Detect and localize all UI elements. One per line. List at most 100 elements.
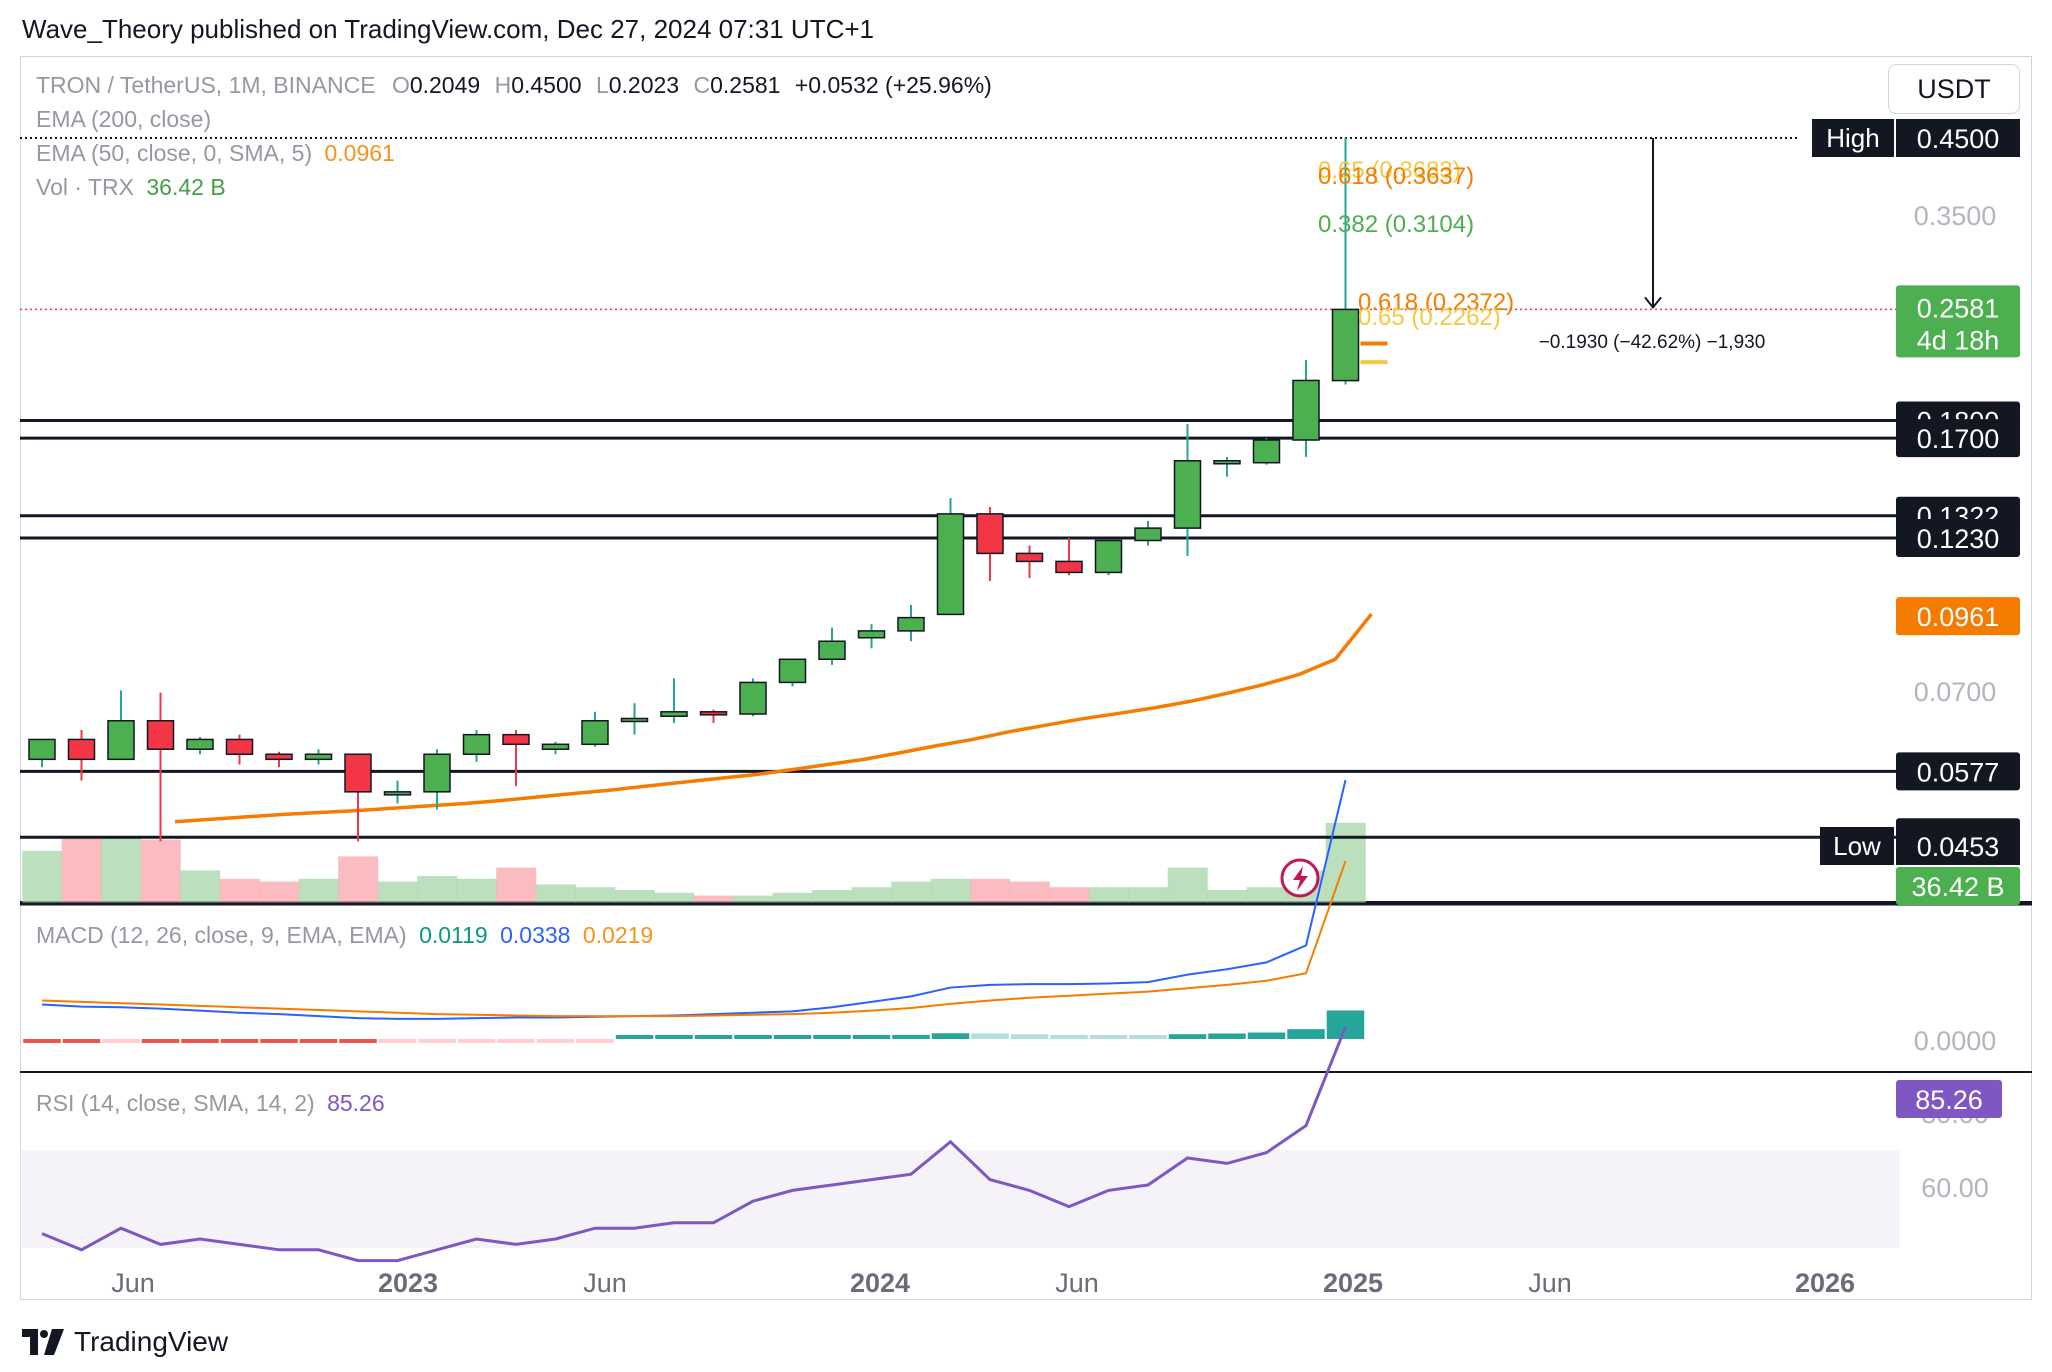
candle-body [383, 791, 412, 796]
volume-bar [930, 878, 971, 904]
fib-label: 0.618 (0.2372) [1358, 289, 1514, 316]
macd-signal-value: 0.0219 [582, 922, 654, 948]
macd-hist-bar [497, 1039, 535, 1043]
macd-legend[interactable]: MACD (12, 26, close, 9, EMA, EMA) 0.0119… [36, 922, 653, 949]
last-price-label: 0.2581 [1917, 293, 2000, 323]
open-label: O [391, 72, 410, 98]
rsi-tag-label: 85.26 [1915, 1085, 1983, 1115]
low-value-label: 0.0453 [1917, 832, 2000, 862]
low-value: 0.2023 [608, 72, 680, 98]
footer-brand[interactable]: TradingView [22, 1326, 228, 1358]
volume-bar [693, 895, 734, 904]
volume-bar [614, 890, 655, 904]
y-tick-label: 0.3500 [1914, 201, 1997, 231]
candle-body [936, 513, 965, 616]
candle-body [581, 719, 609, 746]
candle-body [1213, 460, 1241, 465]
y-tick-label: 0.0700 [1914, 677, 1997, 707]
macd-hist-bar [260, 1039, 298, 1043]
lightning-glyph-icon [1293, 866, 1308, 891]
low-label: L [595, 72, 609, 98]
volume-bar [1049, 887, 1090, 904]
x-tick-label: Jun [583, 1268, 627, 1298]
rsi-y-tick-label: 60.00 [1921, 1173, 1989, 1203]
x-tick-label: 2025 [1323, 1268, 1383, 1298]
volume-bar [891, 881, 932, 904]
change-value: +0.0532 (+25.96%) [794, 72, 992, 98]
level-tag [1896, 419, 2020, 458]
volume-bar [1009, 881, 1050, 904]
candle-body [778, 658, 807, 684]
candle-body [1331, 308, 1360, 382]
macd-signal-line [41, 860, 1347, 1018]
macd-hist-bar [181, 1039, 219, 1043]
macd-hist-bar [378, 1039, 417, 1043]
volume-bar [496, 867, 537, 904]
ema50-legend[interactable]: EMA (50, close, 0, SMA, 5) 0.0961 [36, 140, 395, 167]
macd-hist-bar [1129, 1035, 1167, 1039]
volume-legend[interactable]: Vol · TRX 36.42 B [36, 174, 226, 201]
volume-bar [535, 884, 576, 904]
macd-hist-bar [892, 1034, 930, 1039]
macd-hist-bar [773, 1035, 812, 1039]
low-tag-label: Low [1833, 831, 1881, 861]
volume-bar [851, 887, 892, 904]
candle-body [344, 753, 372, 793]
x-tick-label: 2026 [1795, 1268, 1855, 1298]
volume-bar [22, 850, 63, 904]
macd-hist-bar [1010, 1034, 1049, 1039]
footer-brand-text: TradingView [74, 1326, 229, 1357]
rsi-label: RSI (14, close, SMA, 14, 2) [36, 1090, 315, 1116]
candle-body [225, 738, 254, 755]
candle-body [304, 753, 333, 761]
macd-hist-bar [62, 1039, 101, 1043]
volume-bar [298, 878, 339, 904]
x-tick-label: Jun [111, 1268, 155, 1298]
measure-arrow-head [1644, 296, 1662, 310]
volume-bar [377, 881, 418, 904]
currency-button[interactable]: USDT [1888, 64, 2020, 114]
candle-body [620, 717, 649, 723]
high-tag [1812, 119, 1894, 157]
countdown-label: 4d 18h [1917, 325, 2000, 355]
open-value: 0.2049 [409, 72, 481, 98]
volume-tag-label: 36.42 B [1911, 872, 2004, 902]
candle-body [28, 738, 56, 761]
volume-bar [1128, 887, 1169, 904]
candle-body [462, 733, 491, 755]
macd-hist-bar [536, 1039, 575, 1043]
candle-body [818, 640, 846, 661]
high-tag-label: High [1826, 123, 1879, 153]
ema50-line [174, 612, 1373, 824]
macd-hist-bar [1208, 1033, 1246, 1039]
macd-hist-bar [576, 1039, 614, 1043]
volume-value: 36.42 B [146, 174, 226, 200]
close-value: 0.2581 [710, 72, 781, 98]
rsi-legend[interactable]: RSI (14, close, SMA, 14, 2) 85.26 [36, 1090, 385, 1117]
high-label: H [494, 72, 512, 98]
candle-body [857, 630, 886, 639]
level-tag [1896, 752, 2020, 791]
macd-hist-bar [694, 1035, 733, 1039]
rsi-tag [1896, 1080, 2002, 1118]
macd-hist-bar [615, 1035, 654, 1039]
candle-body [541, 743, 570, 750]
fib-label: 0.65 (0.2262) [1358, 304, 1501, 331]
ema-tag-label: 0.0961 [1917, 602, 2000, 632]
macd-hist-bar [1050, 1034, 1088, 1039]
macd-hist-bar [1168, 1034, 1207, 1039]
volume-bar [417, 876, 458, 904]
volume-bar [140, 839, 181, 904]
high-value-tag [1896, 119, 2020, 157]
symbol-name[interactable]: TRON / TetherUS, 1M, BINANCE [36, 72, 376, 98]
macd-line [41, 779, 1347, 1020]
x-tick-label: Jun [1528, 1268, 1572, 1298]
volume-bar [970, 878, 1011, 904]
volume-bar [456, 878, 497, 904]
ema200-legend[interactable]: EMA (200, close) [36, 106, 212, 132]
fib-label: 0.382 (0.3104) [1318, 211, 1474, 238]
macd-hist-bar [102, 1039, 140, 1043]
macd-hist-bar [418, 1039, 456, 1043]
low-tag [1820, 827, 1894, 865]
